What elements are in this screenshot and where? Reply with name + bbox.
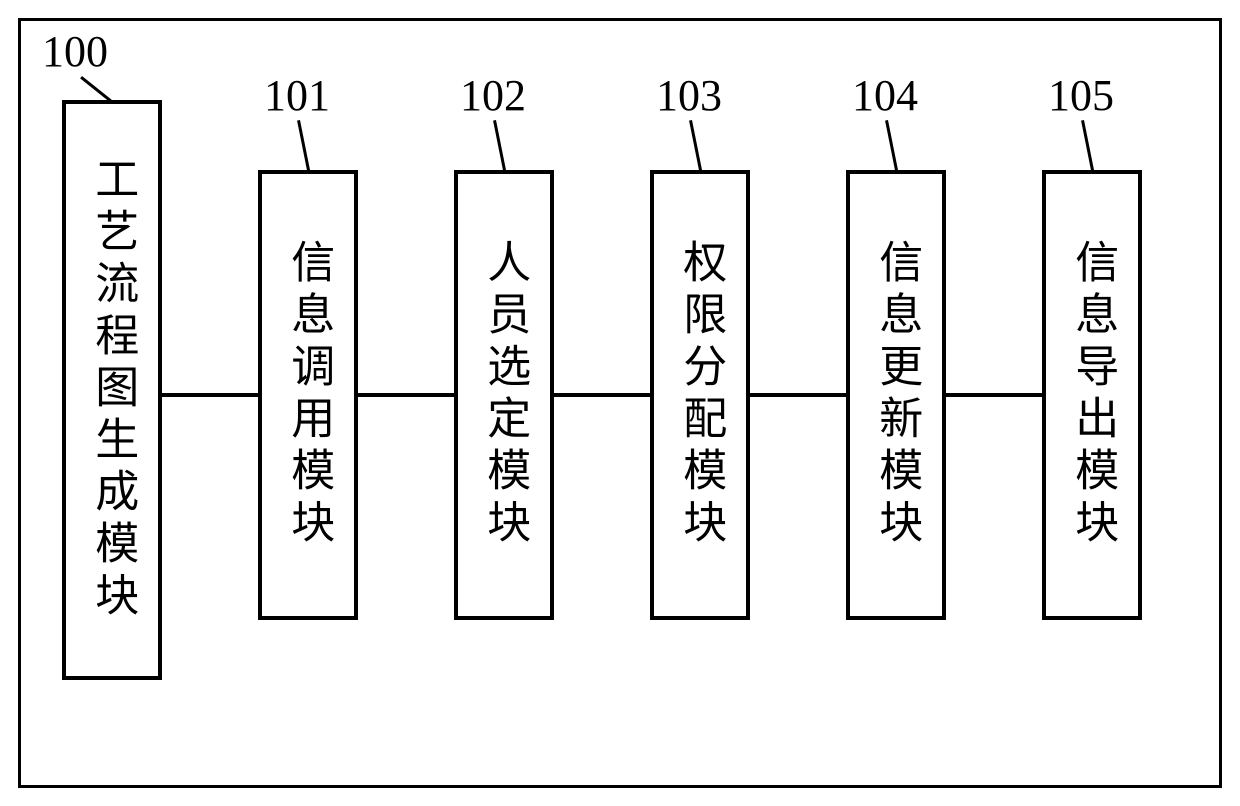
- module-label-100: 100: [42, 26, 108, 77]
- module-text-105: 信息导出模块: [1067, 239, 1118, 551]
- connector-line-0: [162, 393, 258, 397]
- module-box-103: 权限分配模块: [650, 170, 750, 620]
- module-box-100: 工艺流程图生成模块: [62, 100, 162, 680]
- module-label-102: 102: [460, 70, 526, 121]
- module-text-104: 信息更新模块: [871, 239, 922, 551]
- module-text-101: 信息调用模块: [283, 239, 334, 551]
- connector-line-4: [946, 393, 1042, 397]
- module-text-100: 工艺流程图生成模块: [87, 156, 138, 624]
- module-box-104: 信息更新模块: [846, 170, 946, 620]
- module-label-101: 101: [264, 70, 330, 121]
- module-box-105: 信息导出模块: [1042, 170, 1142, 620]
- module-text-103: 权限分配模块: [675, 239, 726, 551]
- module-text-102: 人员选定模块: [479, 239, 530, 551]
- connector-line-1: [358, 393, 454, 397]
- module-label-104: 104: [852, 70, 918, 121]
- module-label-105: 105: [1048, 70, 1114, 121]
- module-box-101: 信息调用模块: [258, 170, 358, 620]
- connector-line-3: [750, 393, 846, 397]
- module-box-102: 人员选定模块: [454, 170, 554, 620]
- module-label-103: 103: [656, 70, 722, 121]
- connector-line-2: [554, 393, 650, 397]
